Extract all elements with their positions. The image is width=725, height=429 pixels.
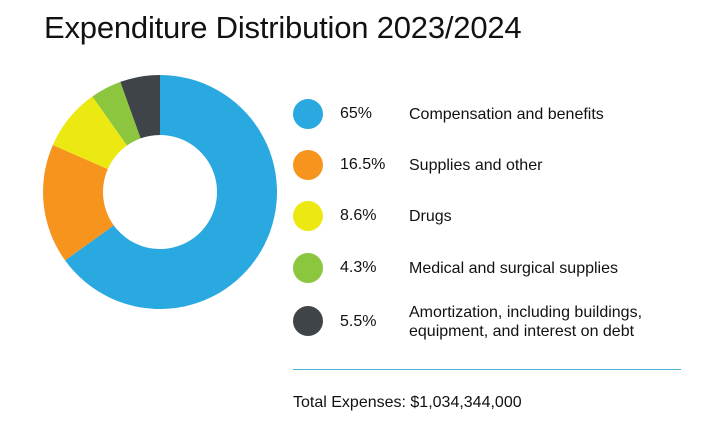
legend-pct-supplies: 16.5% [340, 156, 386, 173]
legend-pct-compensation: 65% [340, 105, 373, 122]
legend-label-drugs: Drugs [409, 208, 452, 225]
legend-pct-medical: 4.3% [340, 259, 377, 276]
donut-slice-drugs [52, 96, 128, 170]
legend: 65% Compensation and benefits 16.5% Supp… [293, 0, 713, 360]
donut-slice-compensation [65, 75, 277, 309]
donut-slice-supplies [42, 144, 114, 261]
legend-label-supplies: Supplies and other [409, 157, 543, 174]
donut-chart [42, 75, 277, 309]
total-expenses: Total Expenses: $1,034,344,000 [293, 394, 522, 411]
legend-label-amortization: Amortization, including buildings, equip… [409, 304, 643, 340]
legend-swatch-medical [293, 253, 323, 283]
legend-pct-amortization: 5.5% [340, 313, 377, 330]
legend-label-medical: Medical and surgical supplies [409, 260, 618, 277]
donut-slice-medical [92, 81, 141, 146]
legend-swatch-amortization [293, 306, 323, 336]
legend-label-compensation: Compensation and benefits [409, 106, 604, 123]
legend-pct-drugs: 8.6% [340, 207, 377, 224]
divider-line [293, 369, 681, 370]
legend-swatch-drugs [293, 201, 323, 231]
donut-slice-amortization [120, 75, 160, 139]
chart-title: Expenditure Distribution 2023/2024 [44, 10, 522, 45]
legend-swatch-supplies [293, 150, 323, 180]
legend-swatch-compensation [293, 99, 323, 129]
